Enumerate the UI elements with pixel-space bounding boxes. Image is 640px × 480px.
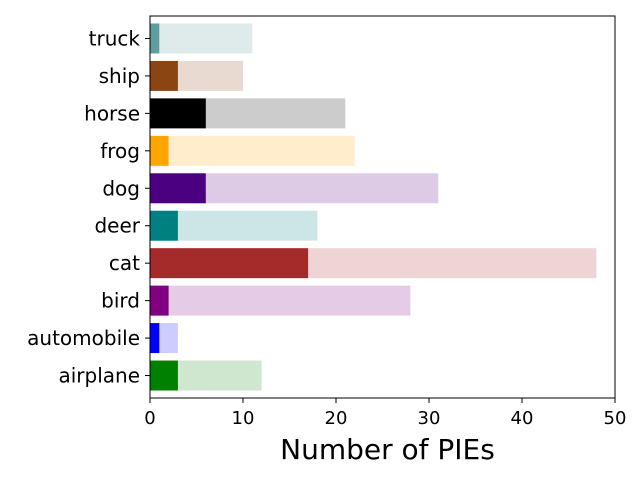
total-bars-group [150, 23, 597, 391]
highlight-bar-horse [150, 98, 206, 129]
y-tick-label: frog [100, 139, 140, 163]
y-tick-label: horse [84, 101, 140, 125]
y-tick-label: truck [89, 26, 141, 50]
highlight-bar-truck [150, 23, 160, 54]
x-axis-title: Number of PIEs [280, 433, 495, 466]
x-tick-label: 20 [325, 408, 348, 429]
highlight-bar-cat [150, 248, 309, 279]
x-tick-label: 50 [604, 408, 627, 429]
y-tick-label: dog [102, 176, 140, 200]
total-bar-bird [150, 285, 411, 316]
highlight-bars-group [150, 23, 309, 391]
y-tick-label: deer [94, 214, 140, 238]
x-tick-label: 40 [511, 408, 534, 429]
x-axis-ticks: 0 10 20 30 40 50 [144, 398, 626, 429]
total-bar-truck [150, 23, 253, 54]
y-tick-label: automobile [27, 326, 140, 350]
y-tick-label: cat [109, 251, 140, 275]
y-tick-label: bird [101, 289, 140, 313]
y-tick-label: ship [99, 64, 140, 88]
y-tick-label: airplane [58, 364, 140, 388]
highlight-bar-dog [150, 173, 206, 204]
x-tick-label: 10 [232, 408, 255, 429]
x-tick-label: 30 [418, 408, 441, 429]
y-axis-ticks: airplane automobile bird cat deer dog frog hors… [27, 26, 150, 388]
highlight-bar-deer [150, 210, 178, 241]
highlight-bar-airplane [150, 360, 178, 391]
highlight-bar-automobile [150, 323, 160, 354]
x-tick-label: 0 [144, 408, 155, 429]
plot-frame [149, 15, 616, 399]
highlight-bar-bird [150, 285, 169, 316]
total-bar-frog [150, 135, 355, 166]
highlight-bar-ship [150, 60, 178, 91]
highlight-bar-frog [150, 135, 169, 166]
